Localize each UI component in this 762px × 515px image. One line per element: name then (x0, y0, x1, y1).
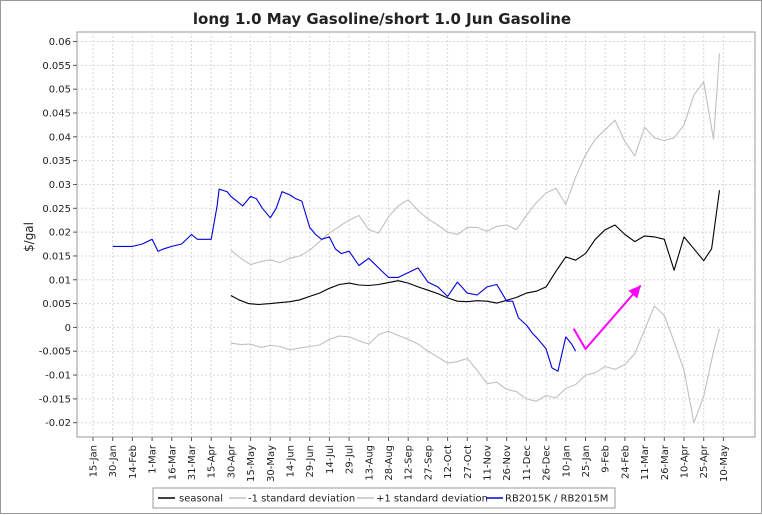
x-tick-label: 14-Jun (286, 445, 297, 478)
y-axis: -0.02 -0.015 -0.01 -0.005 0 0.005 0.01 0.015 0.0… (39, 37, 77, 429)
y-tick-label: 0.05 (49, 85, 71, 96)
plot-area (76, 31, 756, 438)
y-tick-label: -0.02 (45, 418, 71, 429)
x-tick-label: 13-Aug (364, 445, 375, 481)
legend-box (152, 487, 616, 509)
x-tick-label: 26-Mar (660, 444, 671, 480)
x-tick-label: 26-Nov (502, 445, 513, 481)
x-tick-label: 9-Feb (601, 445, 612, 473)
arrow-path (572, 284, 642, 351)
y-tick-label: -0.005 (39, 347, 71, 358)
x-tick-label: 12-Oct (443, 445, 454, 479)
arrow-annotation (572, 284, 642, 351)
x-tick-label: 29-Jun (305, 445, 316, 478)
x-tick-label: 16-Mar (167, 444, 178, 480)
y-tick-label: -0.01 (45, 371, 71, 382)
x-tick-label: 30-Apr (226, 444, 237, 478)
x-tick-label: 15-Apr (207, 444, 218, 478)
x-tick-label: 15-May (246, 445, 257, 482)
x-tick-label: 11-Mar (640, 444, 651, 480)
x-tick-label: 29-Jul (345, 445, 356, 474)
x-tick-label: 11-Nov (483, 445, 494, 481)
series-line-1-standard-deviation (230, 53, 721, 266)
x-tick-label: 27-Sep (423, 445, 434, 480)
y-tick-label: 0.03 (49, 180, 71, 191)
x-tick-label: 26-Dec (542, 445, 553, 481)
y-tick-label: 0.02 (49, 228, 71, 239)
y-tick-label: 0.06 (49, 37, 71, 48)
series-line-1-standard-deviation (230, 305, 721, 424)
y-tick-label: 0.055 (42, 61, 71, 72)
x-tick-label: 24-Feb (620, 445, 631, 479)
chart-title: long 1.0 May Gasoline/short 1.0 Jun Gaso… (193, 10, 571, 28)
legend: seasonal -1 standard deviation +1 standard… (152, 487, 616, 509)
x-tick-label: 14-Feb (128, 445, 139, 479)
x-tick-label: 12-Sep (404, 445, 415, 480)
y-tick-label: 0.005 (42, 299, 71, 310)
y-axis-label: $/gal (22, 222, 36, 252)
x-tick-label: 30-Jan (108, 445, 119, 477)
legend-label-1-standard-deviation: -1 standard deviation (248, 494, 355, 505)
x-tick-label: 10-Apr (680, 444, 691, 478)
y-tick-label: 0.04 (49, 132, 71, 143)
series-line-seasonal (230, 190, 721, 306)
grid-lines (77, 32, 755, 437)
series-line-rb2015k-rb2015m (112, 188, 577, 372)
x-tick-label: 31-Mar (187, 444, 198, 480)
legend-label-1-standard-deviation: +1 standard deviation (376, 494, 488, 505)
x-tick-label: 11-Dec (522, 445, 533, 481)
x-tick-label: 10-May (719, 445, 730, 482)
series-lines (112, 53, 721, 424)
x-axis: 15-Jan 30-Jan 14-Feb 1-Mar 16-Mar 31-Mar 15-Ap… (89, 437, 730, 482)
x-tick-label: 30-May (266, 445, 277, 482)
y-tick-label: 0.035 (42, 156, 71, 167)
x-tick-label: 14-Jul (325, 445, 336, 474)
x-tick-label: 25-Jan (581, 445, 592, 477)
legend-label-seasonal: seasonal (179, 494, 223, 505)
x-tick-label: 25-Apr (699, 444, 710, 478)
x-tick-label: 27-Oct (463, 445, 474, 479)
x-tick-label: 1-Mar (148, 444, 159, 474)
y-tick-label: 0.01 (49, 275, 71, 286)
x-tick-label: 10-Jan (561, 445, 572, 477)
x-tick-label: 28-Aug (384, 445, 395, 481)
legend-label-rb2015k-rb2015m: RB2015K / RB2015M (505, 494, 608, 505)
y-tick-label: 0.025 (42, 204, 71, 215)
y-tick-label: -0.015 (39, 394, 71, 405)
y-tick-label: 0.015 (42, 251, 71, 262)
arrow-head (628, 285, 641, 299)
y-tick-label: 0 (65, 323, 71, 334)
x-tick-label: 15-Jan (89, 445, 100, 477)
y-tick-label: 0.045 (42, 109, 71, 120)
